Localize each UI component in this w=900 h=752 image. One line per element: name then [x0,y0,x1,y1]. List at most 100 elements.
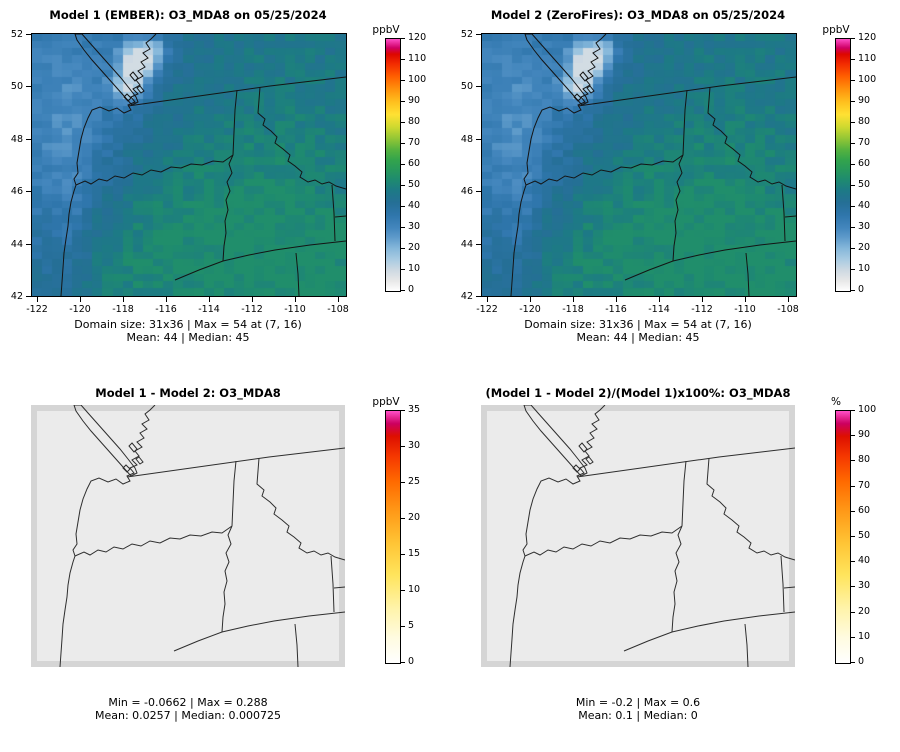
panel-percent-difference: (Model 1 - Model 2)/(Model 1)x100%: O3_M… [450,376,900,752]
colorbar-tick-mark [851,510,855,512]
colorbar-tick-mark [851,460,855,462]
colorbar-tick-mark [851,611,855,613]
colorbar-tick-mark [851,410,855,411]
colorbar-tick-label: 70 [858,137,871,148]
colorbar-tick-mark [851,80,855,81]
x-axis-tick-mark [702,297,703,302]
x-axis-tick-mark [616,297,617,302]
colorbar-tick-label: 0 [858,284,865,295]
state-boundaries [509,405,795,667]
stats-line-1: Min = -0.2 | Max = 0.6 [575,696,701,709]
x-axis-tick-mark [295,297,296,302]
colorbar-tick-mark [851,38,855,39]
colorbar-tick-label: 110 [408,53,427,64]
colorbar-tick-mark [401,410,405,411]
y-axis-tick-label: 52 [10,29,23,40]
x-axis-tick-label: -116 [155,304,177,315]
colorbar [385,38,401,292]
x-axis-tick-mark [573,297,574,302]
colorbar-unit-label: ppbV [372,396,400,408]
y-axis-tick-label: 42 [10,291,23,302]
colorbar-tick-mark [401,185,405,186]
colorbar-tick-label: 80 [858,116,871,127]
colorbar-unit-label: ppbV [372,24,400,36]
colorbar-tick-mark [851,485,855,487]
colorbar-tick-mark [401,518,405,519]
colorbar [835,410,851,664]
colorbar-tick-label: 10 [408,584,421,595]
colorbar-tick-label: 50 [858,179,871,190]
colorbar-tick-label: 40 [858,555,871,567]
colorbar-tick-label: 70 [858,479,871,491]
panel-model2: Model 2 (ZeroFires): O3_MDA8 on 05/25/20… [450,0,900,376]
colorbar-tick-label: 0 [408,284,415,295]
colorbar-tick-mark [851,561,855,563]
x-axis-tick-mark [659,297,660,302]
panel-model1: Model 1 (EMBER): O3_MDA8 on 05/25/2024 -… [0,0,450,376]
colorbar-tick-label: 30 [408,440,421,451]
colorbar-tick-label: 10 [858,263,871,274]
colorbar-tick-label: 30 [858,580,871,592]
colorbar-tick-mark [401,248,405,249]
colorbar-tick-label: 20 [858,242,871,253]
stats-line-2: Mean: 44 | Median: 45 [576,331,700,344]
colorbar [385,410,401,664]
y-axis-tick-label: 44 [10,238,23,250]
colorbar-tick-label: 70 [408,137,421,148]
stats-line-2: Mean: 0.1 | Median: 0 [578,709,698,722]
x-axis-tick-mark [252,297,253,302]
colorbar-tick-label: 50 [858,530,871,541]
colorbar-tick-label: 30 [408,221,421,232]
colorbar [835,38,851,292]
stats-block: Domain size: 31x36 | Max = 54 at (7, 16)… [471,318,805,344]
x-axis-tick-label: -120 [69,304,91,315]
colorbar-tick-label: 120 [408,32,427,43]
colorbar-tick-mark [851,185,855,186]
map-plot-area-model1 [31,33,347,297]
colorbar-tick-label: 10 [408,263,421,274]
colorbar-tick-label: 20 [408,512,421,523]
stats-line-1: Min = -0.0662 | Max = 0.288 [108,696,268,709]
colorbar-tick-label: 15 [408,548,421,559]
x-axis-tick-mark [37,297,38,302]
x-axis-tick-label: -118 [112,304,134,315]
colorbar-tick-label: 60 [858,504,871,516]
colorbar-tick-mark [401,269,405,270]
colorbar-tick-label: 30 [858,221,871,232]
colorbar-tick-mark [851,435,855,437]
colorbar-tick-mark [851,227,855,228]
x-axis-tick-label: -110 [734,304,756,315]
colorbar-tick-mark [401,446,405,447]
panel-difference: Model 1 - Model 2: O3_MDA8 ppbV 0 5 10 15 20… [0,376,450,752]
x-axis-tick-mark [123,297,124,302]
x-axis-tick-mark [788,297,789,302]
colorbar-tick-mark [851,536,855,537]
colorbar-tick-label: 5 [408,620,415,631]
colorbar-tick-label: 20 [858,605,871,617]
colorbar-tick-label: 25 [408,476,421,487]
colorbar-tick-mark [401,101,405,102]
x-axis-tick-label: -116 [605,304,627,315]
colorbar-tick-mark [851,101,855,102]
colorbar-tick-mark [401,206,405,207]
colorbar-tick-mark [851,586,855,588]
colorbar-tick-label: 110 [858,53,877,64]
stats-block: Min = -0.2 | Max = 0.6 Mean: 0.1 | Media… [471,696,805,722]
x-axis-tick-label: -122 [476,304,498,315]
colorbar-unit-label: % [831,396,841,408]
plot-title-model1: Model 1 (EMBER): O3_MDA8 on 05/25/2024 [49,8,327,22]
x-axis-tick-label: -114 [648,304,670,315]
colorbar-tick-label: 100 [408,74,427,85]
x-axis-tick-label: -120 [519,304,541,315]
colorbar-tick-mark [401,662,405,663]
colorbar-tick-mark [401,482,405,483]
x-axis-tick-label: -112 [241,304,263,315]
colorbar-tick-mark [851,164,855,165]
x-axis-tick-label: -114 [198,304,220,315]
state-boundaries [510,34,796,296]
colorbar-tick-mark [401,59,405,60]
map-plot-area-percent-difference [481,405,795,667]
stats-block: Domain size: 31x36 | Max = 54 at (7, 16)… [21,318,355,344]
plot-title-percent-difference: (Model 1 - Model 2)/(Model 1)x100%: O3_M… [485,386,791,400]
state-boundaries [60,34,346,296]
